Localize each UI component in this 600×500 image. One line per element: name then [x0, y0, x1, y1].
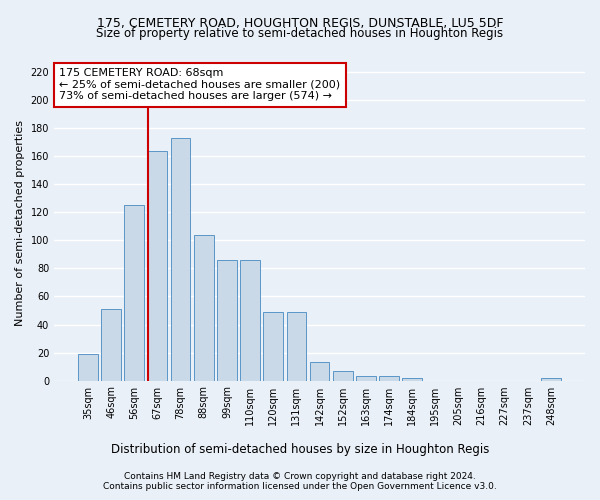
Bar: [101, 309, 121, 380]
Bar: [217, 260, 237, 380]
Text: 175 CEMETERY ROAD: 68sqm
← 25% of semi-detached houses are smaller (200)
73% of : 175 CEMETERY ROAD: 68sqm ← 25% of semi-d…: [59, 68, 340, 102]
Bar: [333, 371, 353, 380]
Text: Distribution of semi-detached houses by size in Houghton Regis: Distribution of semi-detached houses by …: [111, 442, 489, 456]
Bar: [78, 354, 98, 380]
Bar: [310, 362, 329, 380]
Text: 175, CEMETERY ROAD, HOUGHTON REGIS, DUNSTABLE, LU5 5DF: 175, CEMETERY ROAD, HOUGHTON REGIS, DUNS…: [97, 18, 503, 30]
Bar: [541, 378, 561, 380]
Bar: [240, 260, 260, 380]
Bar: [287, 312, 306, 380]
Bar: [356, 376, 376, 380]
Bar: [379, 376, 399, 380]
Text: Contains HM Land Registry data © Crown copyright and database right 2024.: Contains HM Land Registry data © Crown c…: [124, 472, 476, 481]
Bar: [402, 378, 422, 380]
Text: Contains public sector information licensed under the Open Government Licence v3: Contains public sector information licen…: [103, 482, 497, 491]
Text: Size of property relative to semi-detached houses in Houghton Regis: Size of property relative to semi-detach…: [97, 28, 503, 40]
Bar: [124, 206, 144, 380]
Y-axis label: Number of semi-detached properties: Number of semi-detached properties: [15, 120, 25, 326]
Bar: [263, 312, 283, 380]
Bar: [148, 150, 167, 380]
Bar: [171, 138, 190, 380]
Bar: [194, 234, 214, 380]
